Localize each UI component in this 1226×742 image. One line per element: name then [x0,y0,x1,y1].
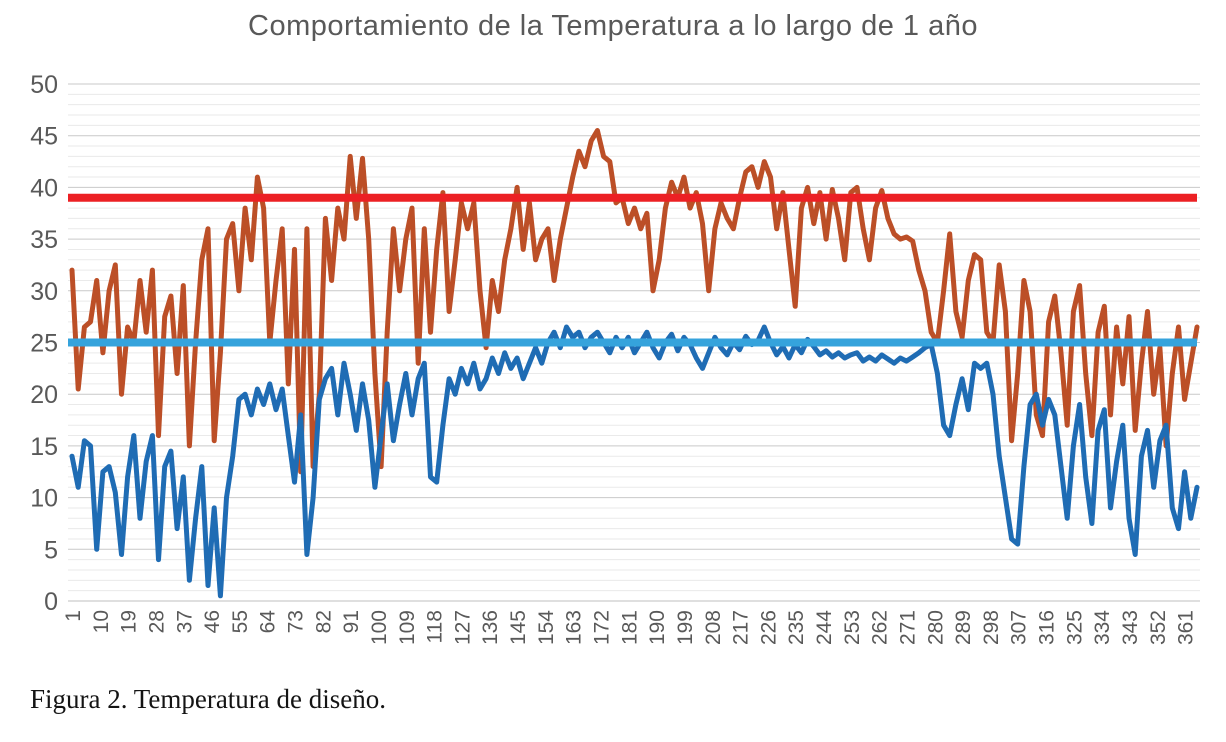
x-tick-label: 64 [257,610,280,634]
x-tick-label: 190 [646,610,669,645]
x-tick-label: 154 [535,610,558,645]
y-tick-label: 40 [30,174,58,202]
x-tick-label: 208 [702,610,725,645]
x-tick-label: 109 [396,610,419,645]
x-tick-label: 316 [1036,610,1059,645]
x-tick-label: 28 [145,610,168,633]
x-tick-label: 271 [896,610,919,645]
y-tick-label: 50 [30,71,58,99]
y-tick-label: 45 [30,123,58,151]
x-tick-label: 343 [1119,610,1142,645]
blue-temperature-series [69,324,1200,599]
x-tick-label: 163 [563,610,586,645]
x-tick-label: 262 [869,610,892,645]
x-tick-label: 145 [507,610,530,645]
x-tick-label: 334 [1091,610,1114,645]
x-tick-label: 100 [368,610,391,645]
x-tick-label: 172 [591,610,614,645]
x-tick-label: 73 [285,610,308,633]
x-tick-label: 19 [118,610,141,633]
x-tick-label: 235 [785,610,808,645]
y-tick-label: 15 [30,433,58,461]
x-tick-label: 244 [813,610,836,645]
x-tick-label: 352 [1147,610,1170,645]
y-tick-label: 30 [30,278,58,306]
x-tick-label: 298 [980,610,1003,645]
x-tick-label: 226 [757,610,780,645]
x-tick-label: 181 [618,610,641,645]
x-tick-label: 253 [841,610,864,645]
x-tick-label: 289 [952,610,975,645]
x-tick-label: 127 [451,610,474,645]
x-tick-label: 82 [312,610,335,633]
x-tick-label: 37 [173,610,196,633]
orange-temperature-series [69,128,1200,475]
x-tick-label: 55 [229,610,252,633]
x-tick-label: 46 [201,610,224,633]
x-tick-label: 217 [730,610,753,645]
y-tick-label: 10 [30,485,58,513]
x-tick-label: 118 [424,610,447,643]
x-tick-label: 91 [340,610,363,633]
y-tick-label: 35 [30,226,58,254]
chart-title: Comportamiento de la Temperatura a lo la… [248,10,978,42]
x-tick-label: 280 [924,610,947,645]
x-tick-label: 199 [674,610,697,645]
y-tick-label: 0 [44,588,58,616]
x-tick-label: 136 [479,610,502,645]
y-tick-label: 5 [44,536,58,564]
x-tick-label: 361 [1175,610,1198,645]
x-tick-label: 307 [1008,610,1031,645]
x-tick-label: 10 [90,610,113,633]
figure-caption: Figura 2. Temperatura de diseño. [30,684,387,714]
x-tick-label: 1 [62,610,85,622]
y-tick-label: 25 [30,330,58,358]
x-tick-label: 325 [1063,610,1086,645]
y-tick-label: 20 [30,381,58,409]
